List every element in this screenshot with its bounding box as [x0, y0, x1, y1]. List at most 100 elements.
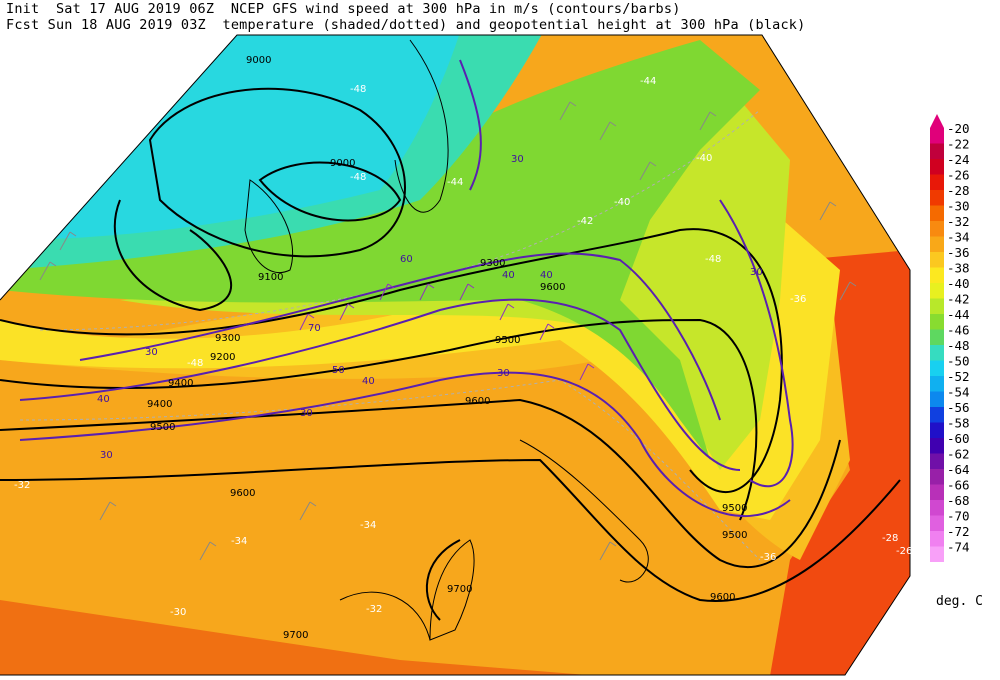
legend-label: -70 [947, 509, 970, 524]
legend-label: -36 [947, 245, 970, 260]
legend-arrow [930, 114, 944, 128]
wind-contour [79, 252, 721, 421]
legend-swatch [930, 407, 944, 423]
temp-label: -44 [640, 76, 656, 87]
wind-label: 40 [540, 270, 553, 281]
header-line-2: Fcst Sun 18 AUG 2019 03Z temperature (sh… [6, 17, 806, 33]
temp-zone-green [0, 40, 760, 460]
legend-label: -26 [947, 168, 970, 183]
map-frame [0, 34, 911, 676]
legend-swatch [930, 345, 944, 361]
temp-label: -36 [760, 552, 776, 563]
wind-barbs [39, 101, 857, 561]
height-label: 9300 [215, 333, 240, 344]
coastline [429, 539, 475, 641]
legend-label: -34 [947, 230, 970, 245]
legend-swatch [930, 376, 944, 392]
temp-label: -48 [350, 84, 366, 95]
legend-label: -28 [947, 183, 970, 198]
height-label: 9600 [540, 282, 565, 293]
legend-label: -40 [947, 276, 970, 291]
legend-label: -64 [947, 462, 970, 477]
height-contour [258, 161, 402, 222]
legend-swatch [930, 143, 944, 159]
coastline [519, 439, 649, 583]
temp-label: -32 [14, 480, 30, 491]
temp-label: -34 [360, 520, 376, 531]
wind-label: 30 [145, 347, 158, 358]
height-label: 9300 [480, 258, 505, 269]
height-label: 9400 [147, 399, 172, 410]
height-contour [426, 539, 461, 621]
temp-label: -40 [614, 197, 630, 208]
wind-label: 30 [300, 408, 313, 419]
temp-label: -48 [705, 254, 721, 265]
temp-label: -44 [447, 177, 463, 188]
legend-label: -60 [947, 431, 970, 446]
legend-label: -48 [947, 338, 970, 353]
legend-label: -32 [947, 214, 970, 229]
legend-label: -46 [947, 323, 970, 338]
legend-swatch [930, 267, 944, 283]
wind-label: 50 [332, 365, 345, 376]
wind-label: 60 [400, 254, 413, 265]
legend-swatch [930, 159, 944, 175]
wind-label: 30 [497, 368, 510, 379]
legend-swatch [930, 422, 944, 438]
legend-label: -74 [947, 540, 970, 555]
legend-label: -22 [947, 137, 970, 152]
height-label: 9500 [722, 530, 747, 541]
wind-label: 40 [362, 376, 375, 387]
wind-label: 30 [750, 267, 763, 278]
height-label: 9600 [230, 488, 255, 499]
legend-label: -38 [947, 261, 970, 276]
temp-label: -34 [231, 536, 247, 547]
color-legend: -20-22-24-26-28-30-32-34-36-38-40-42-44-… [930, 114, 970, 562]
wind-label: 30 [511, 154, 524, 165]
legend-swatch [930, 298, 944, 314]
legend-units: deg. C [936, 594, 983, 609]
legend-label: -20 [947, 121, 970, 136]
legend-swatch [930, 453, 944, 469]
legend-swatch [930, 515, 944, 531]
legend-swatch [930, 128, 944, 144]
height-contour [148, 87, 406, 258]
legend-swatch [930, 221, 944, 237]
wind-label: 70 [308, 323, 321, 334]
legend-swatch [930, 190, 944, 206]
legend-swatch [930, 360, 944, 376]
legend-label: -24 [947, 152, 970, 167]
temp-label: -28 [882, 533, 898, 544]
height-label: 9100 [258, 272, 283, 283]
legend-label: -72 [947, 524, 970, 539]
legend-swatch [930, 314, 944, 330]
height-label: 9600 [710, 592, 735, 603]
height-contour [0, 228, 783, 493]
legend-label: -42 [947, 292, 970, 307]
height-label: 9400 [168, 378, 193, 389]
legend-label: -54 [947, 385, 970, 400]
legend-label: -58 [947, 416, 970, 431]
temp-label: -36 [790, 294, 806, 305]
temp-label: -42 [577, 216, 593, 227]
temp-label: -32 [366, 604, 382, 615]
legend-swatch [930, 252, 944, 268]
height-label: 9000 [246, 55, 271, 66]
height-label: 9600 [465, 396, 490, 407]
temp-label: -30 [170, 607, 186, 618]
temp-label: -40 [696, 153, 712, 164]
legend-swatch [930, 531, 944, 547]
wind-contour [19, 371, 791, 518]
legend-swatch [930, 469, 944, 485]
height-contour [0, 458, 901, 602]
legend-label: -50 [947, 354, 970, 369]
temp-label: -48 [350, 172, 366, 183]
wind-contour [459, 59, 482, 191]
height-label: 9000 [330, 158, 355, 169]
height-label: 9700 [447, 584, 472, 595]
height-label: 9500 [150, 422, 175, 433]
legend-label: -66 [947, 478, 970, 493]
legend-swatch [930, 205, 944, 221]
temp-zone-south [0, 600, 600, 675]
